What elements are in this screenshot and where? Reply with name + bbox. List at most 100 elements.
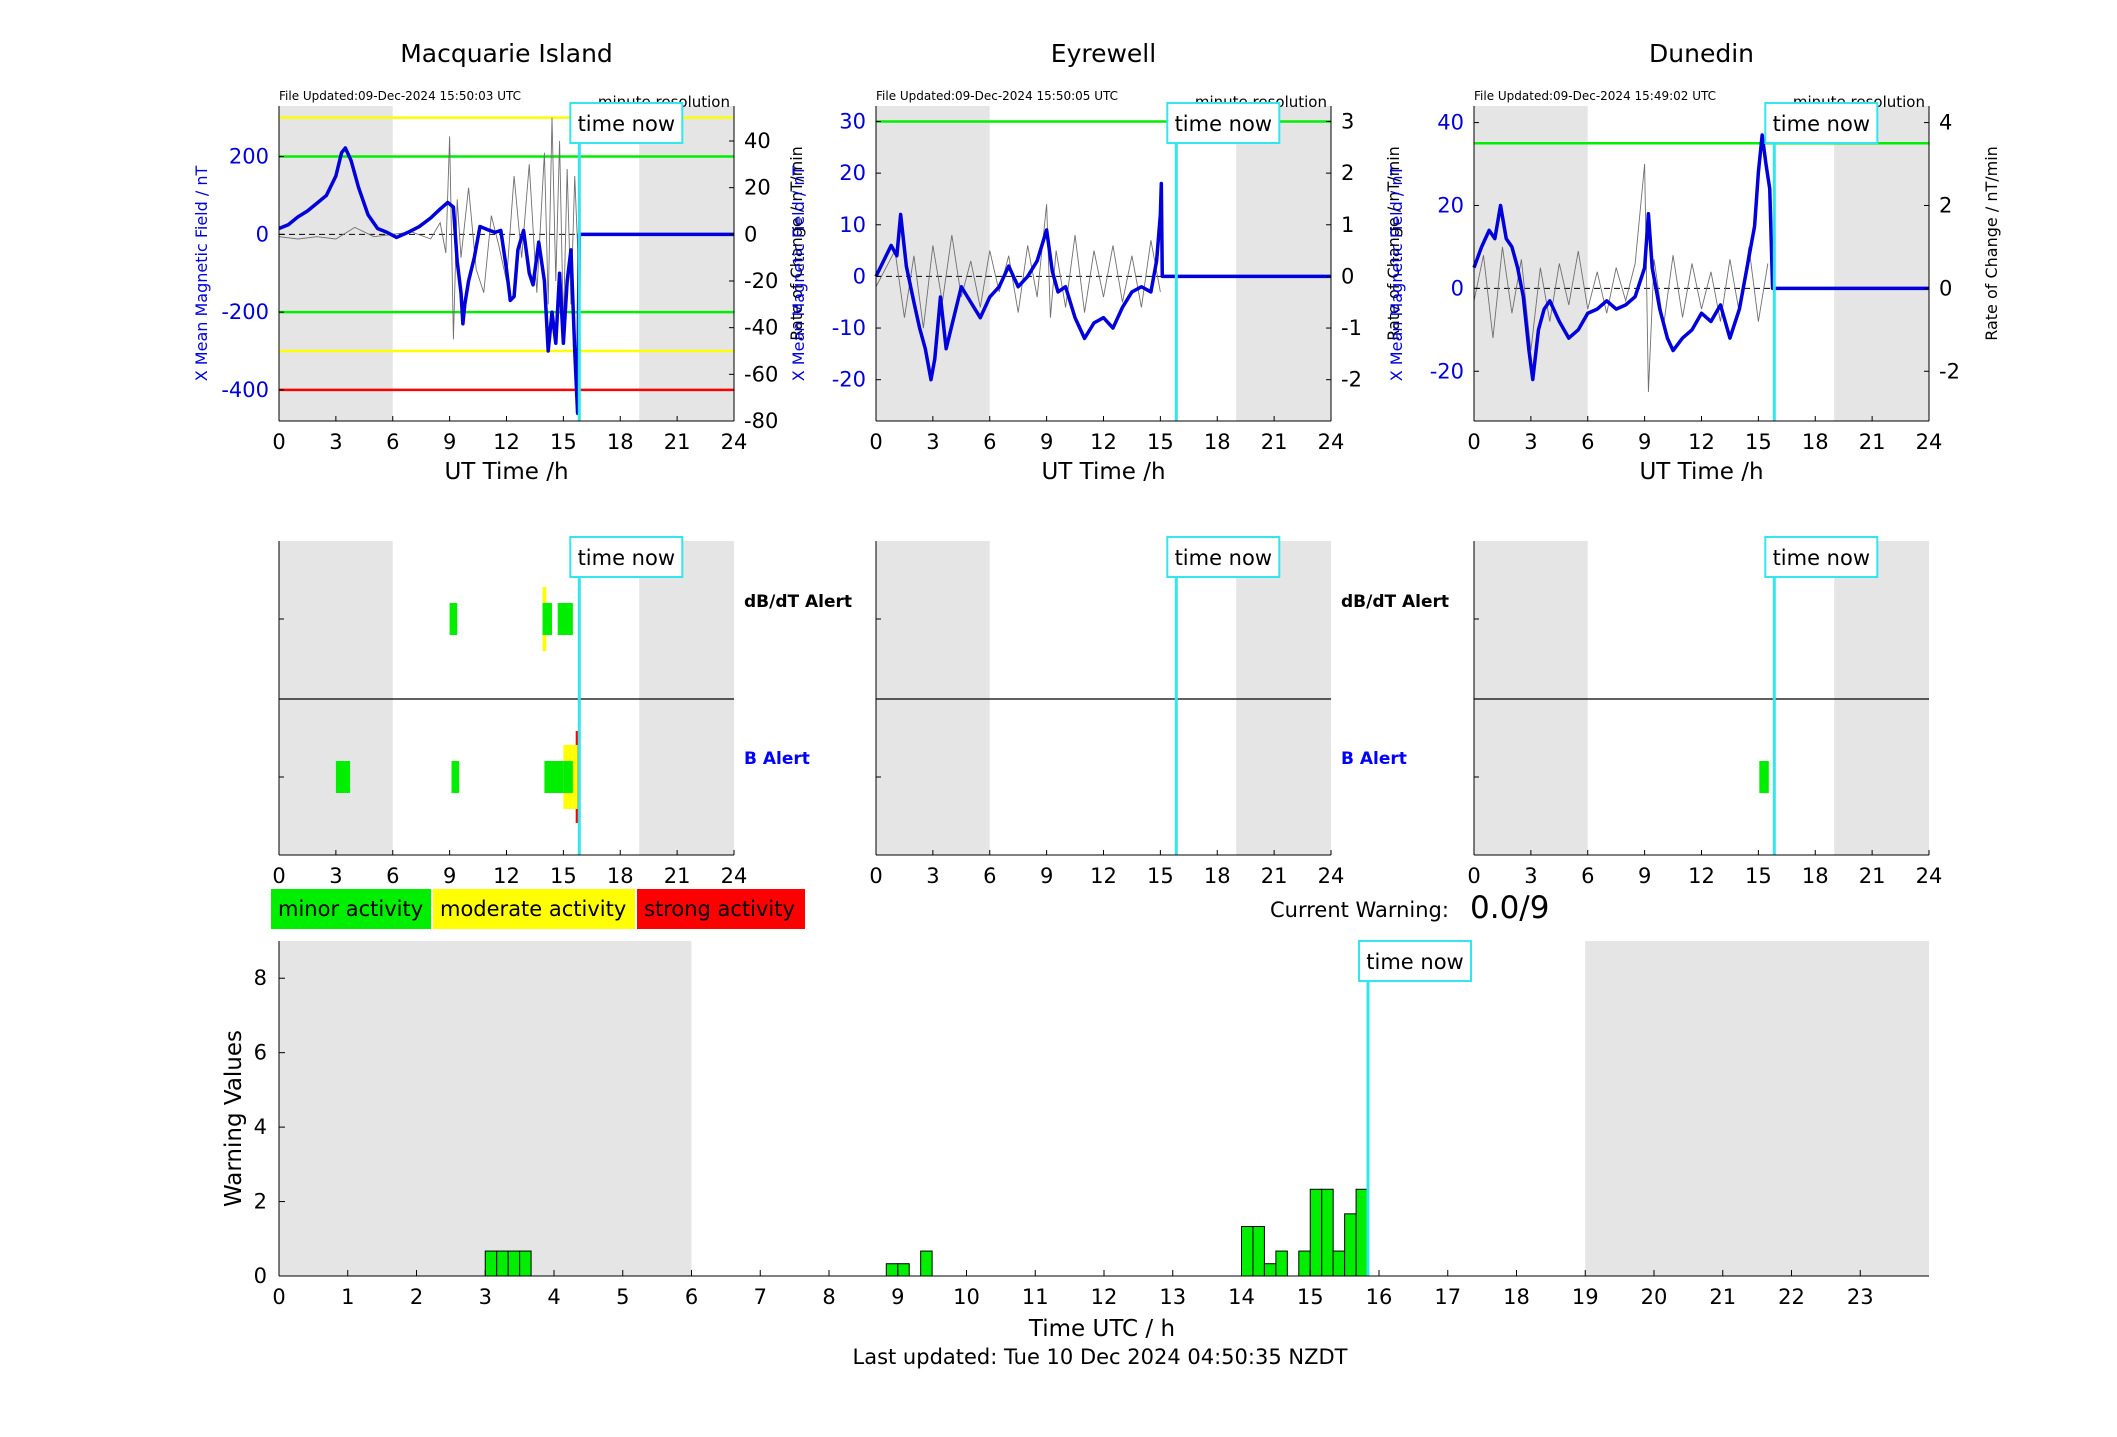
current-warning: Current Warning: 0.0/9 [1270,890,1600,938]
legend-swatch-minor [271,889,431,929]
x-tick-label: 6 [386,430,399,454]
alert-panel-1: time now 0 3 6 9 12 15 18 21 24 dB/dT Alert B Alert [272,536,852,888]
right-tick-label: -60 [744,362,778,386]
x-tick-label: 24 [1318,864,1345,888]
x-tick-label: 3 [479,1285,492,1309]
x-tick-label: 21 [1709,1285,1736,1309]
x-tick-label: 24 [721,864,748,888]
magnetic-field-series [278,146,734,415]
right-tick-label: 3 [1341,109,1354,133]
x-tick-label: 12 [1091,1285,1118,1309]
b-alert-minor-bar [544,761,564,793]
legend-label-strong: strong activity [644,897,795,921]
x-tick-label: 21 [1859,430,1886,454]
warning-bar [1355,1188,1369,1277]
x-tick-label: 22 [1778,1285,1805,1309]
time-now-label: time now [578,546,675,570]
legend-label-moderate: moderate activity [440,897,626,921]
x-tick-label: 3 [329,430,342,454]
x-tick-label: 6 [386,864,399,888]
x-tick-label: 0 [1467,430,1480,454]
right-tick-label: 40 [744,129,771,153]
x-tick-label: 12 [493,430,520,454]
night-shade [279,106,393,421]
warning-bar [1275,1250,1288,1277]
x-tick-label: 15 [1745,430,1772,454]
x-tick-label: 0 [272,1285,285,1309]
legend-swatch-moderate [433,889,635,929]
warning-bar [1332,1250,1346,1277]
right-y-axis-title: Rate of Change / nT/min [787,146,806,341]
station-title: Macquarie Island [400,39,613,68]
rate-of-change-series [875,204,1161,329]
last-updated: Last updated: Tue 10 Dec 2024 04:50:35 N… [852,1345,1348,1369]
x-tick-label: 12 [1090,864,1117,888]
alert-panel-3: time now 0 3 6 9 12 15 18 21 24 [1467,536,1943,888]
warning-bar [1263,1263,1277,1277]
x-tick-label: 21 [1859,864,1886,888]
x-tick-label: 17 [1434,1285,1461,1309]
right-tick-label: -2 [1341,368,1362,392]
warning-bar [1344,1213,1357,1277]
time-now-label: time now [1366,950,1463,974]
right-y-axis-title: Rate of Change / nT/min [1982,146,2001,341]
x-tick-label: 21 [664,430,691,454]
left-tick-label: -20 [832,368,866,392]
warning-bar [1241,1225,1254,1277]
x-tick-label: 19 [1572,1285,1599,1309]
rate-of-change-series [278,117,579,340]
x-tick-label: 6 [1581,864,1594,888]
warning-bar [1298,1250,1311,1277]
x-tick-label: 14 [1228,1285,1255,1309]
left-tick-label: 10 [839,213,866,237]
warning-bar [484,1250,498,1277]
x-tick-label: 15 [550,430,577,454]
x-tick-label: 15 [1147,864,1174,888]
dbdt-alert-minor-bar [557,603,573,635]
x-tick-label: 18 [1503,1285,1530,1309]
night-shade [1236,106,1331,421]
x-tick-label: 5 [616,1285,629,1309]
x-tick-label: 9 [1040,864,1053,888]
b-alert-minor-bar [451,761,460,793]
x-tick-label: 16 [1366,1285,1393,1309]
time-now-box [1166,102,1281,144]
x-tick-label: 13 [1159,1285,1186,1309]
night-shade [1834,541,1929,855]
warning-bar [885,1263,899,1277]
night-shade [279,541,393,855]
x-tick-label: 9 [1638,430,1651,454]
right-tick-label: 2 [1341,161,1354,185]
left-tick-label: -20 [1430,359,1464,383]
legend-label-minor: minor activity [278,897,423,921]
x-axis-title: Time UTC / h [1028,1316,1175,1342]
right-tick-label: -1 [1341,316,1362,340]
right-tick-label: 4 [1939,111,1952,135]
x-tick-label: 24 [721,430,748,454]
warning-bar [496,1250,509,1277]
x-tick-label: 8 [822,1285,835,1309]
x-tick-label: 24 [1916,430,1943,454]
left-tick-label: -10 [832,316,866,340]
x-tick-label: 23 [1847,1285,1874,1309]
rate-of-change-series [1473,163,1769,393]
time-now-box [569,536,684,578]
x-tick-label: 15 [1147,430,1174,454]
time-now-label: time now [1773,112,1870,136]
x-tick-label: 24 [1916,864,1943,888]
x-tick-label: 20 [1641,1285,1668,1309]
night-shade [1834,106,1929,421]
b-alert-minor-bar [1759,761,1769,793]
y-tick-label: 2 [254,1190,267,1214]
x-tick-label: 12 [1688,430,1715,454]
right-y-axis-title: Rate of Change / nT/min [1384,146,1403,341]
b-alert-label: B Alert [1341,749,1407,769]
x-tick-label: 9 [1638,864,1651,888]
warning-bar [897,1263,910,1277]
time-now-box [1166,536,1281,578]
time-now-box [1358,940,1472,982]
x-tick-label: 12 [1090,430,1117,454]
x-tick-label: 15 [1745,864,1772,888]
left-y-axis-title: X Mean Magnetic Field / nT [1387,166,1406,382]
